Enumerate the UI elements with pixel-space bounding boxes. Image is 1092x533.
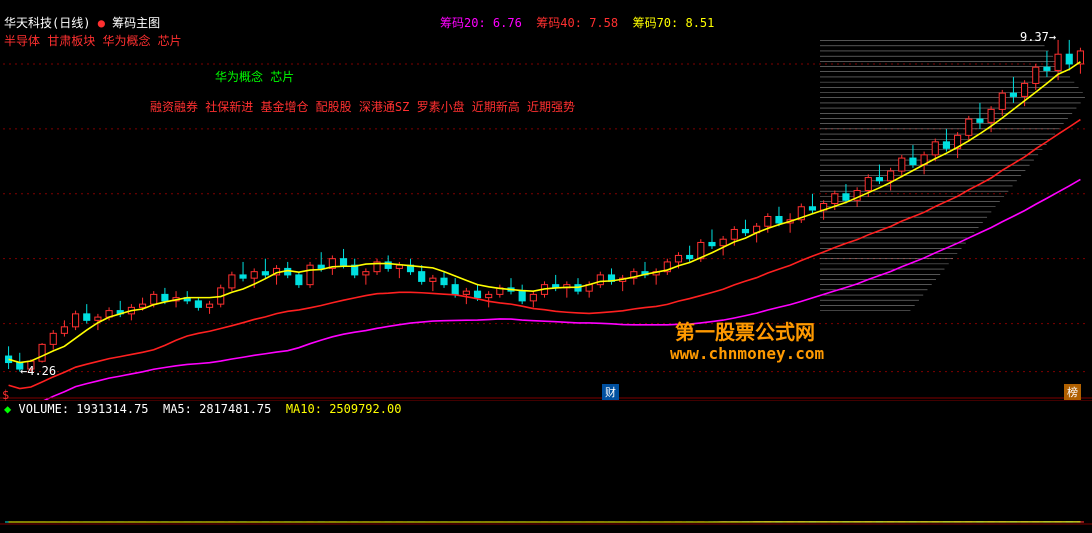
chart-title: 华天科技(日线) ● 筹码主图 xyxy=(4,14,160,31)
volume-bar-chart xyxy=(0,400,1092,525)
chip-indicators: 筹码20: 6.76 筹码40: 7.58 筹码70: 8.51 xyxy=(440,14,714,31)
red-tags-2: 融资融券 社保新进 基金增仓 配股股 深港通SZ 罗素小盘 近期新高 近期强势 xyxy=(150,98,575,115)
green-tags: 华为概念 芯片 xyxy=(215,68,294,85)
volume-header: ◆ VOLUME: 1931314.75 MA5: 2817481.75 MA1… xyxy=(4,402,401,416)
watermark-url: www.chnmoney.com xyxy=(670,344,824,363)
high-price-label: 9.37→ xyxy=(1020,30,1056,44)
price-candlestick-chart xyxy=(0,0,1092,400)
badge-cai[interactable]: 财 xyxy=(602,384,619,400)
watermark-title: 第一股票公式网 xyxy=(675,316,815,345)
low-price-label: ←4.26 xyxy=(20,364,56,378)
red-tags: 半导体 甘肃板块 华为概念 芯片 xyxy=(4,32,182,49)
badge-bang[interactable]: 榜 xyxy=(1064,384,1081,400)
dollar-icon: $ xyxy=(2,388,9,402)
